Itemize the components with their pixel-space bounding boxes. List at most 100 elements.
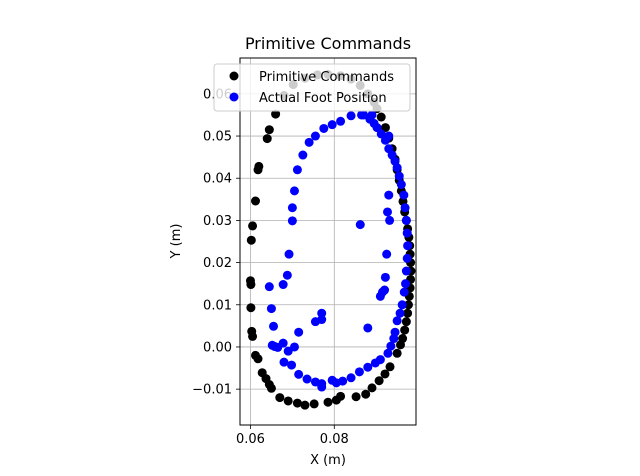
- point-primitive-commands: [380, 369, 390, 379]
- point-primitive-commands: [275, 393, 285, 403]
- point-actual-foot-position: [289, 342, 299, 352]
- point-actual-foot-position: [402, 253, 412, 263]
- point-primitive-commands: [401, 317, 411, 327]
- point-primitive-commands: [351, 392, 361, 402]
- point-primitive-commands: [253, 165, 263, 175]
- point-actual-foot-position: [331, 378, 341, 388]
- point-actual-foot-position: [386, 341, 396, 351]
- point-primitive-commands: [253, 354, 263, 364]
- point-actual-foot-position: [395, 308, 405, 318]
- point-actual-foot-position: [294, 327, 304, 337]
- point-actual-foot-position: [304, 137, 314, 147]
- point-actual-foot-position: [282, 270, 292, 280]
- point-actual-foot-position: [380, 272, 390, 282]
- point-primitive-commands: [266, 383, 276, 393]
- point-primitive-commands: [262, 134, 272, 144]
- point-actual-foot-position: [375, 355, 385, 365]
- point-actual-foot-position: [396, 180, 406, 190]
- point-actual-foot-position: [399, 190, 409, 200]
- point-primitive-commands: [246, 280, 256, 290]
- point-actual-foot-position: [367, 110, 377, 120]
- point-actual-foot-position: [394, 171, 404, 181]
- point-actual-foot-position: [399, 287, 409, 297]
- point-primitive-commands: [283, 396, 293, 406]
- point-actual-foot-position: [266, 304, 276, 314]
- point-actual-foot-position: [397, 300, 407, 310]
- point-primitive-commands: [403, 308, 413, 318]
- point-actual-foot-position: [327, 120, 337, 130]
- point-actual-foot-position: [403, 241, 413, 251]
- point-primitive-commands: [309, 399, 319, 409]
- point-primitive-commands: [361, 389, 371, 399]
- point-primitive-commands: [385, 362, 395, 372]
- point-actual-foot-position: [376, 129, 386, 139]
- point-actual-foot-position: [278, 338, 288, 348]
- point-actual-foot-position: [363, 362, 373, 372]
- point-actual-foot-position: [400, 203, 410, 213]
- point-actual-foot-position: [346, 111, 356, 121]
- point-actual-foot-position: [287, 203, 297, 213]
- y-tick-label: 0.04: [203, 172, 232, 187]
- point-actual-foot-position: [354, 367, 364, 377]
- x-tick-label: 0.08: [320, 432, 349, 447]
- legend-label-primitive-commands: Primitive Commands: [259, 70, 394, 85]
- point-primitive-commands: [246, 303, 256, 313]
- point-actual-foot-position: [317, 308, 327, 318]
- point-actual-foot-position: [383, 207, 393, 217]
- y-tick-label: 0.05: [203, 130, 232, 145]
- point-actual-foot-position: [287, 216, 297, 226]
- point-actual-foot-position: [385, 215, 395, 225]
- point-primitive-commands: [246, 235, 256, 245]
- legend-marker-primitive-commands: [229, 71, 239, 81]
- point-primitive-commands: [400, 325, 410, 335]
- point-primitive-commands: [336, 391, 346, 401]
- point-actual-foot-position: [355, 220, 365, 230]
- y-tick-label: 0.02: [203, 256, 232, 271]
- point-primitive-commands: [374, 376, 384, 386]
- point-actual-foot-position: [292, 165, 302, 175]
- point-actual-foot-position: [380, 285, 390, 295]
- y-tick-label: 0.00: [203, 340, 232, 355]
- point-actual-foot-position: [317, 382, 327, 392]
- axis-ticks: 0.060.08−0.010.000.010.020.030.040.050.0…: [192, 87, 349, 447]
- point-actual-foot-position: [317, 315, 327, 325]
- point-actual-foot-position: [298, 150, 308, 160]
- point-actual-foot-position: [264, 282, 274, 292]
- point-actual-foot-position: [289, 186, 299, 196]
- x-axis-title: X (m): [310, 453, 346, 468]
- point-primitive-commands: [367, 383, 377, 393]
- point-actual-foot-position: [382, 249, 392, 259]
- point-actual-foot-position: [284, 249, 294, 259]
- point-primitive-commands: [323, 397, 333, 407]
- chart-title: Primitive Commands: [245, 34, 411, 53]
- legend-box: [213, 63, 411, 112]
- point-actual-foot-position: [278, 280, 288, 290]
- point-primitive-commands: [392, 348, 402, 358]
- y-tick-label: −0.01: [192, 383, 232, 398]
- point-actual-foot-position: [336, 116, 346, 126]
- point-primitive-commands: [398, 334, 408, 344]
- point-primitive-commands: [403, 300, 413, 310]
- point-actual-foot-position: [392, 316, 402, 326]
- point-actual-foot-position: [294, 369, 304, 379]
- point-primitive-commands: [271, 109, 281, 119]
- point-actual-foot-position: [346, 373, 356, 383]
- data-points: [245, 69, 416, 410]
- legend-marker-actual-foot-position: [229, 92, 239, 102]
- point-actual-foot-position: [384, 190, 394, 200]
- point-primitive-commands: [248, 331, 258, 341]
- point-actual-foot-position: [363, 323, 373, 333]
- point-primitive-commands: [380, 123, 390, 133]
- y-axis-title: Y (m): [169, 224, 184, 260]
- point-actual-foot-position: [302, 374, 312, 384]
- y-tick-label: 0.03: [203, 214, 232, 229]
- point-actual-foot-position: [384, 144, 394, 154]
- point-primitive-commands: [292, 398, 302, 408]
- point-actual-foot-position: [402, 228, 412, 238]
- point-actual-foot-position: [384, 131, 394, 141]
- point-primitive-commands: [376, 112, 386, 122]
- point-primitive-commands: [251, 196, 261, 206]
- point-actual-foot-position: [287, 360, 297, 370]
- point-actual-foot-position: [269, 321, 279, 331]
- point-actual-foot-position: [319, 123, 329, 133]
